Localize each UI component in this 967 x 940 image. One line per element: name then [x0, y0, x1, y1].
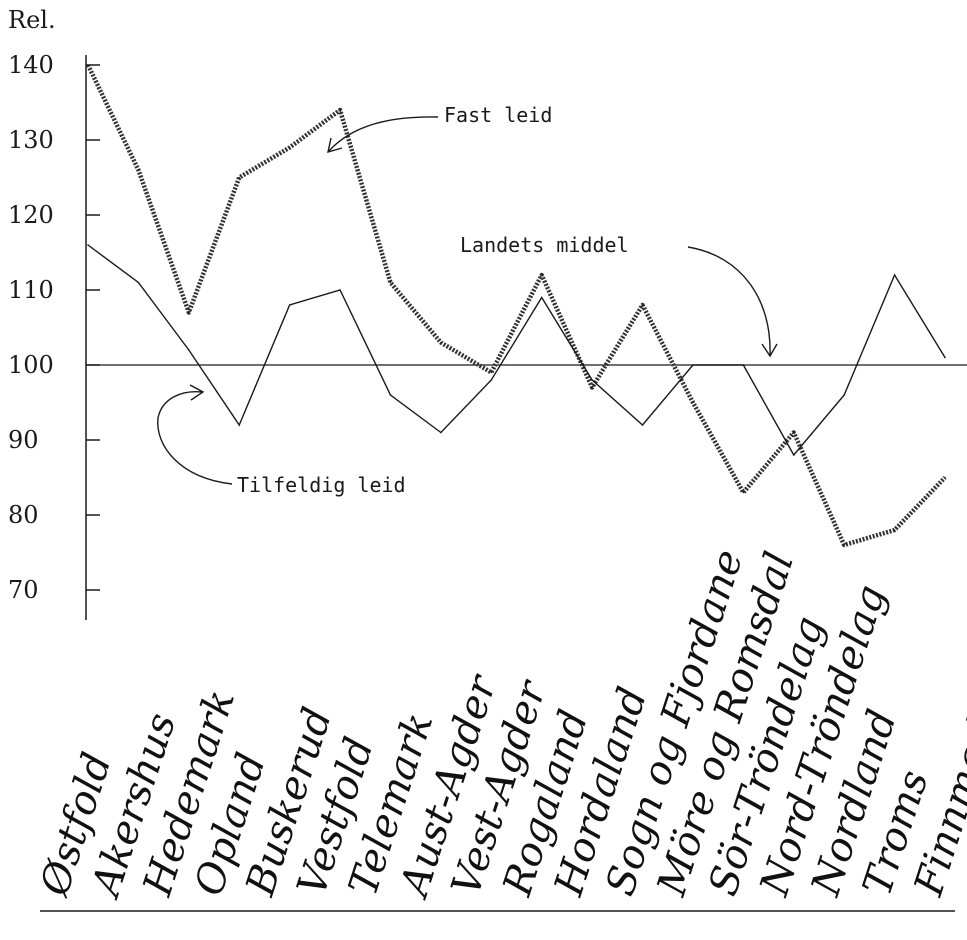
point-tilfeldig-leid: [893, 274, 896, 276]
tilfeldig-leid-arrowhead: [189, 384, 205, 401]
y-tick-label: 120: [8, 201, 54, 229]
point-tilfeldig-leid: [843, 394, 845, 396]
y-tick-label: 100: [8, 351, 54, 379]
point-tilfeldig-leid: [137, 281, 140, 284]
point-fast-leid: [641, 304, 644, 306]
annotation-landets-middel: Landets middel: [460, 233, 629, 257]
point-fast-leid: [389, 281, 392, 284]
series-lines: [85, 64, 947, 548]
point-tilfeldig-leid: [742, 364, 745, 366]
point-fast-leid: [540, 274, 543, 276]
point-tilfeldig-leid: [792, 454, 795, 456]
point-tilfeldig-leid: [591, 379, 593, 381]
point-tilfeldig-leid: [238, 424, 241, 426]
category-labels: ØstfoldAkershusHedemarkOplandBuskerudVes…: [31, 544, 967, 905]
point-fast-leid: [339, 109, 341, 111]
point-fast-leid: [188, 311, 190, 314]
point-fast-leid: [742, 491, 745, 494]
point-fast-leid: [944, 476, 946, 479]
point-tilfeldig-leid: [944, 356, 946, 359]
tilfeldig-leid-arrow: [157, 391, 233, 485]
point-fast-leid: [440, 341, 442, 344]
point-fast-leid: [692, 401, 694, 404]
annotation-fast-leid: Fast leid: [444, 103, 552, 127]
point-fast-leid: [87, 64, 89, 66]
point-tilfeldig-leid: [641, 424, 644, 426]
point-tilfeldig-leid: [692, 364, 694, 366]
point-fast-leid: [792, 431, 795, 434]
fast-leid-arrowhead: [327, 137, 343, 153]
point-tilfeldig-leid: [339, 289, 341, 291]
point-tilfeldig-leid: [440, 431, 442, 434]
series-line-tilfeldig-leid: [87, 244, 946, 457]
point-fast-leid: [591, 386, 593, 389]
point-tilfeldig-leid: [540, 296, 543, 299]
landets-middel-arrow: [687, 246, 771, 357]
point-tilfeldig-leid: [288, 304, 291, 306]
point-tilfeldig-leid: [490, 379, 493, 381]
y-tick-label: 140: [8, 51, 54, 79]
point-tilfeldig-leid: [87, 244, 89, 246]
point-tilfeldig-leid: [188, 349, 190, 351]
y-axis-title: Rel.: [8, 6, 56, 34]
y-tick-label: 130: [8, 126, 54, 154]
y-tick-labels: 140 130 120 110 100 90 80 70: [8, 51, 54, 604]
y-tick-label: 110: [8, 276, 54, 304]
point-fast-leid: [288, 146, 291, 149]
series-line-fast-leid: [85, 64, 947, 548]
y-ticks: [86, 64, 100, 591]
point-fast-leid: [137, 169, 140, 171]
y-tick-label: 90: [8, 426, 39, 454]
point-fast-leid: [893, 529, 896, 531]
annotation-tilfeldig-leid: Tilfeldig leid: [237, 473, 406, 497]
point-tilfeldig-leid: [389, 394, 392, 396]
point-fast-leid: [238, 176, 241, 179]
fast-leid-arrow: [327, 116, 439, 153]
y-tick-label: 80: [8, 501, 39, 529]
landets-middel-arrowhead: [761, 343, 778, 358]
y-tick-label: 70: [8, 576, 39, 604]
point-fast-leid: [843, 544, 845, 546]
point-fast-leid: [490, 371, 493, 374]
